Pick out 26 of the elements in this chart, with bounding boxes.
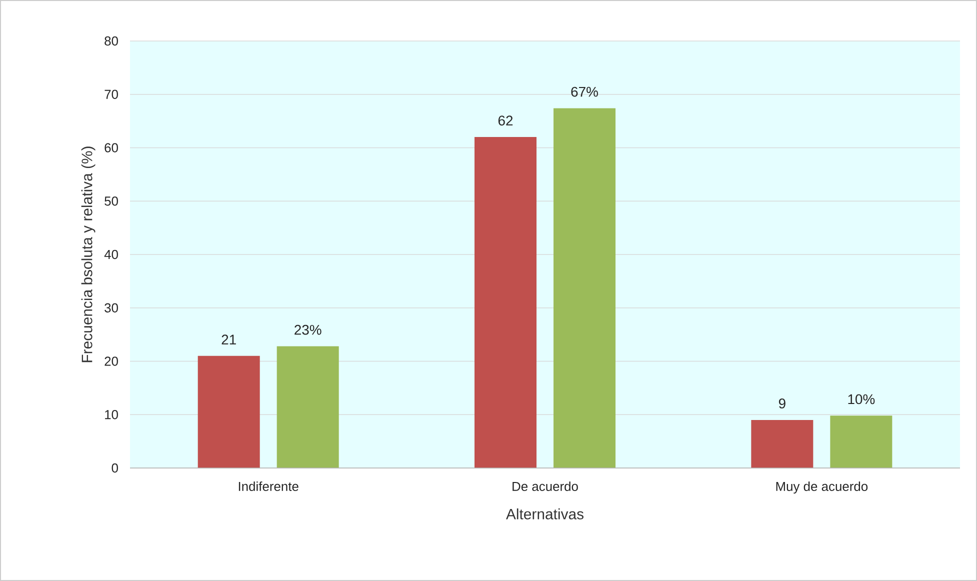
y-tick-label: 50 [104,196,118,206]
y-tick-label: 20 [104,356,118,366]
data-label: 21 [222,334,236,344]
y-tick-label: 80 [104,36,118,46]
y-tick-label: 10 [105,410,118,420]
data-label: 67% [571,86,598,97]
bar [554,108,616,468]
bar [474,137,537,468]
data-label: 62 [498,116,513,126]
x-tick-label: De acuerdo [512,482,578,492]
x-tick-label: Muy de acuerdo [776,482,868,494]
y-tick-label: 70 [104,90,118,99]
y-tick-label: 0 [112,463,118,473]
bar [830,416,892,468]
data-label: 9 [778,398,786,408]
bar [276,346,339,468]
bar [198,356,260,468]
y-tick-label: 40 [104,250,118,260]
x-axis-title: Alternativas [506,508,584,520]
data-label: 10% [848,394,875,404]
data-label: 23% [294,324,322,335]
y-axis-title: Frecuencia bsoluta y relativa (%) [81,146,96,362]
y-tick-label: 60 [104,143,118,152]
bar [751,420,814,468]
x-tick-label: Indiferente [238,482,298,492]
y-tick-label: 30 [104,303,118,312]
